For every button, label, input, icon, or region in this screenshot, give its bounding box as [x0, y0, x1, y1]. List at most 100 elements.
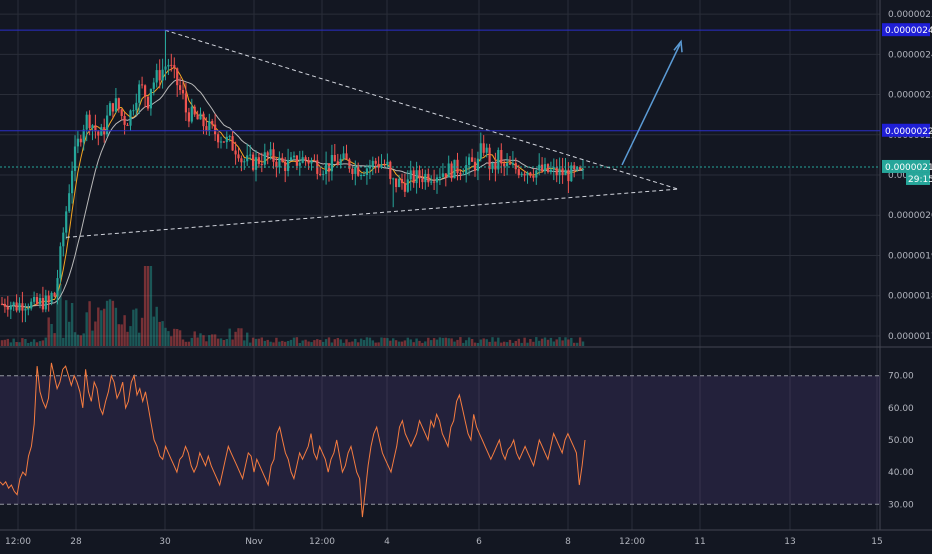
candle-body — [456, 159, 459, 174]
volume-bar — [470, 339, 474, 346]
volume-bar — [228, 328, 231, 346]
volume-bar — [298, 343, 301, 346]
candle-body — [503, 163, 506, 167]
price-axis: 0.000002500.000002400.000002300.00000220… — [882, 10, 932, 342]
projection-arrow-line[interactable] — [621, 43, 681, 166]
volume-bar — [281, 340, 284, 346]
candle-body — [44, 295, 47, 310]
volume-bar — [275, 337, 278, 346]
volume-bar — [32, 339, 36, 346]
volume-bar — [558, 337, 561, 346]
candle-body — [462, 174, 465, 176]
volume-bar — [336, 338, 339, 346]
volume-bar — [9, 342, 12, 346]
volume-bar — [181, 339, 185, 346]
drawings[interactable] — [0, 29, 880, 238]
time-tick-label: 12:00 — [5, 537, 31, 547]
volume-bar — [234, 331, 237, 346]
volume-bar — [351, 341, 354, 346]
candle-body — [132, 110, 135, 112]
volume-bar — [44, 337, 47, 346]
ma-fast — [1, 66, 584, 309]
candle-body — [441, 173, 444, 177]
candle-body — [301, 157, 304, 163]
volume-bar — [421, 342, 424, 346]
volume-bar — [319, 339, 322, 346]
volume-bar — [467, 337, 471, 346]
time-axis: 12:00 28 30 Nov 12:00 4 6 8 12:00 11 13 15 — [5, 537, 883, 547]
time-tick-label: 8 — [565, 537, 571, 547]
volume-bar — [380, 337, 383, 346]
candle-body — [398, 179, 401, 187]
volume-bar — [249, 342, 252, 346]
candle-body — [202, 113, 205, 127]
volume-bar — [403, 340, 407, 346]
volume-bar — [202, 335, 205, 346]
candle-body — [205, 126, 208, 132]
candle-body — [459, 173, 462, 175]
candle-body — [190, 106, 193, 122]
volume-bar — [354, 338, 357, 346]
volume-bar — [333, 339, 336, 346]
candle-body — [240, 158, 243, 163]
price-tick-label: 0.00000230 — [888, 91, 932, 101]
volume-bar — [529, 339, 532, 346]
volume-bar — [322, 341, 325, 346]
triangle-lower-line[interactable] — [65, 188, 679, 238]
candle-body — [348, 159, 351, 169]
candle-body — [576, 167, 579, 170]
candle-body — [427, 173, 430, 183]
volume-bar — [35, 342, 39, 346]
candle-body — [56, 278, 59, 297]
triangle-upper-line[interactable] — [164, 29, 679, 190]
candle-body — [88, 114, 91, 129]
volume-bar — [216, 338, 220, 346]
candle-body — [538, 164, 541, 171]
candle-body — [47, 295, 50, 303]
volume-bar — [126, 331, 129, 346]
candle-body — [383, 164, 386, 166]
candle-body — [85, 114, 88, 130]
rsi-tick-label: 40.00 — [888, 468, 914, 478]
candle-body — [106, 115, 109, 135]
volume-bar — [184, 341, 188, 346]
candle-body — [158, 70, 161, 81]
candle-body — [100, 127, 103, 136]
volume-bar — [193, 331, 196, 346]
volume-bar — [514, 341, 517, 346]
time-tick-label: Nov — [245, 537, 263, 547]
price-tag-label: 0.00000246 — [885, 26, 932, 36]
candle-body — [179, 85, 182, 90]
candle-body — [433, 181, 436, 183]
volume-bar — [406, 337, 409, 346]
volume-bar — [278, 341, 281, 346]
candle-body — [468, 157, 471, 165]
candle-body — [377, 163, 380, 168]
candle-body — [386, 161, 389, 166]
candle-body — [24, 308, 27, 311]
candle-body — [249, 154, 252, 156]
volume-bar — [526, 342, 529, 346]
candle-body — [491, 162, 494, 170]
volume-bar — [176, 329, 179, 346]
rsi-tick-label: 60.00 — [888, 404, 914, 414]
candle-body — [564, 169, 567, 176]
candle-body — [94, 125, 97, 132]
candle-body — [284, 161, 287, 171]
volume-bar — [243, 340, 246, 346]
volume-bar — [132, 309, 135, 346]
volume-bar — [41, 340, 45, 346]
candle-body — [438, 176, 441, 178]
candle-body — [152, 82, 155, 89]
candle-body — [476, 158, 479, 171]
countdown-label: 29:15 — [908, 175, 932, 185]
candle-body — [371, 160, 374, 166]
volume-bar — [476, 343, 480, 346]
volume-bar — [368, 337, 372, 346]
volume-bar — [511, 342, 515, 346]
candle-body — [482, 143, 485, 153]
volume-bar — [59, 284, 62, 346]
candle-body — [91, 125, 94, 129]
